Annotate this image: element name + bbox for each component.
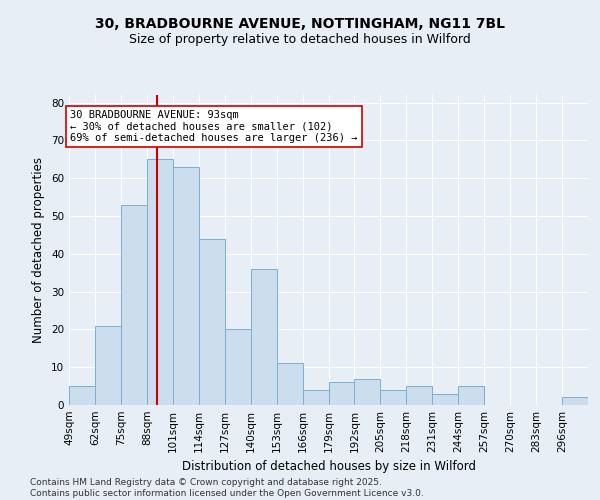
Y-axis label: Number of detached properties: Number of detached properties — [32, 157, 46, 343]
Bar — [199, 238, 224, 405]
Bar — [251, 269, 277, 405]
Bar — [302, 390, 329, 405]
Text: 30, BRADBOURNE AVENUE, NOTTINGHAM, NG11 7BL: 30, BRADBOURNE AVENUE, NOTTINGHAM, NG11 … — [95, 18, 505, 32]
Bar — [224, 330, 251, 405]
Text: 30 BRADBOURNE AVENUE: 93sqm
← 30% of detached houses are smaller (102)
69% of se: 30 BRADBOURNE AVENUE: 93sqm ← 30% of det… — [70, 110, 358, 144]
Bar — [562, 398, 588, 405]
Bar — [277, 364, 302, 405]
Bar — [147, 160, 173, 405]
Bar — [173, 167, 199, 405]
Bar — [380, 390, 406, 405]
Bar — [458, 386, 484, 405]
Bar — [69, 386, 95, 405]
Bar — [355, 378, 380, 405]
Bar — [432, 394, 458, 405]
Text: Contains HM Land Registry data © Crown copyright and database right 2025.
Contai: Contains HM Land Registry data © Crown c… — [30, 478, 424, 498]
Text: Size of property relative to detached houses in Wilford: Size of property relative to detached ho… — [129, 32, 471, 46]
X-axis label: Distribution of detached houses by size in Wilford: Distribution of detached houses by size … — [182, 460, 476, 473]
Bar — [406, 386, 432, 405]
Bar — [329, 382, 355, 405]
Bar — [121, 204, 147, 405]
Bar — [95, 326, 121, 405]
